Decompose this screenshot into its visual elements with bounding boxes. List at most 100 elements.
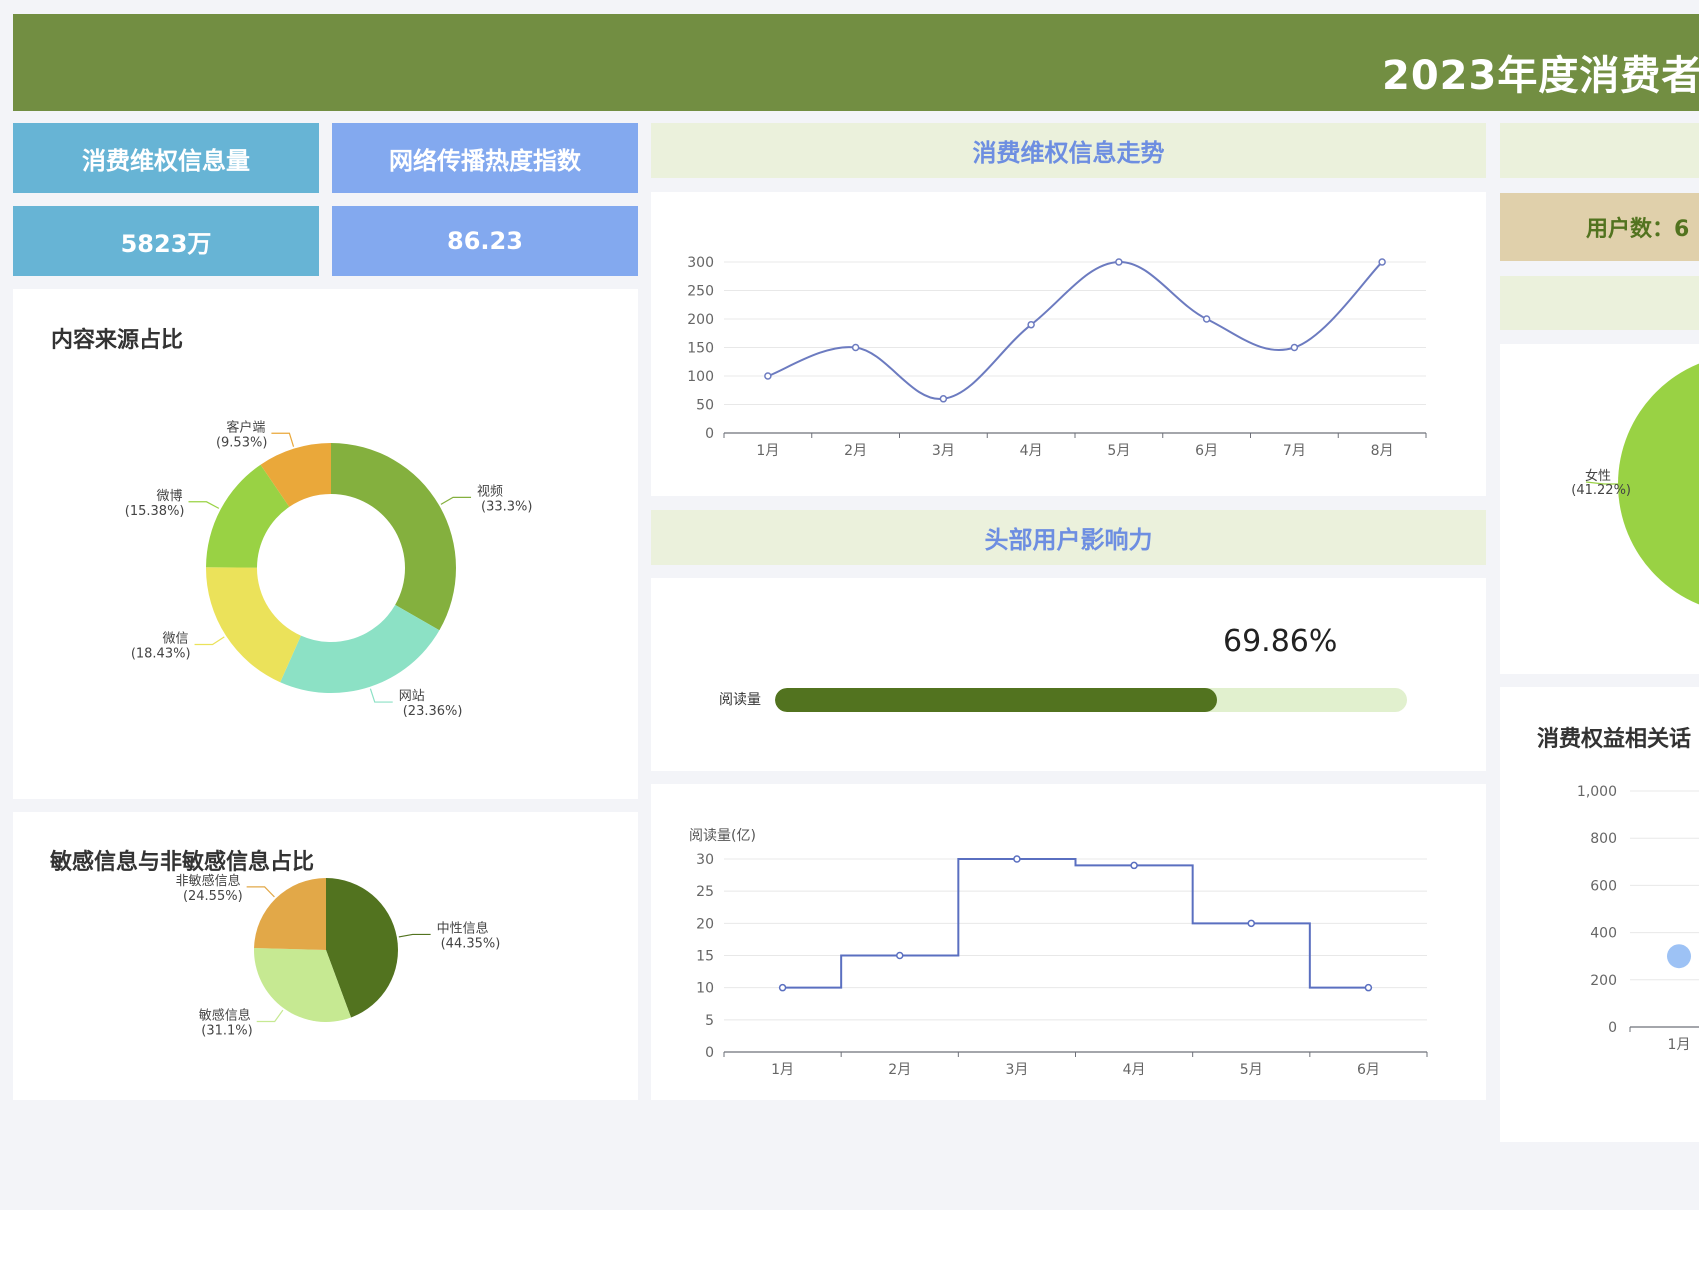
- trend-point[interactable]: [939, 395, 948, 403]
- trend-point[interactable]: [1027, 320, 1035, 329]
- pie-slice[interactable]: [206, 567, 301, 683]
- pie-slice[interactable]: [260, 443, 331, 507]
- trend-point[interactable]: [1115, 258, 1123, 266]
- pie-slice[interactable]: [206, 464, 290, 568]
- y-tick-label: 1,000: [1577, 784, 1617, 800]
- reads-panel: 阅读量(亿) 0 5 10 15 20 25 30 1月 2月 3月 4月 5月 6月: [651, 784, 1486, 1100]
- pie-slice[interactable]: [280, 604, 440, 693]
- pie-label-value: (18.43%): [131, 646, 191, 661]
- reads-point[interactable]: [778, 983, 787, 992]
- sensitive-share-title: 敏感信息与非敏感信息占比: [50, 850, 315, 875]
- source-share-title: 内容来源占比: [51, 328, 184, 353]
- pie-slice[interactable]: [253, 947, 352, 1022]
- pie-label-name: 网站: [399, 689, 425, 704]
- kpi-info-volume-value-text: 5823万: [120, 229, 212, 258]
- kpi-heat-index-label-text: 网络传播热度指数: [389, 146, 581, 175]
- trend-point[interactable]: [764, 372, 772, 380]
- gender-slice-female[interactable]: [1618, 354, 1699, 614]
- pie-label-line: [398, 933, 431, 938]
- kpi-heat-index-value-text: 86.23: [447, 227, 523, 255]
- x-tick-label: 1月: [756, 443, 779, 459]
- trend-panel: 0 50 100 150 200 250 300 1月 2月 3月 4月 5月 6月 7月 8月: [651, 192, 1486, 496]
- gender-label-line: [1585, 481, 1620, 485]
- pie-label-line: [194, 636, 225, 646]
- reads-step-line: [782, 858, 1369, 989]
- y-tick-label: 25: [696, 884, 714, 900]
- influence-progress-track: [775, 688, 1407, 712]
- trend-line: [767, 260, 1383, 400]
- trend-chart: 0 50 100 150 200 250 300 1月 2月 3月 4月 5月 6月 7月 8月: [687, 255, 1427, 459]
- y-tick-label: 30: [696, 852, 714, 868]
- source-share-chart: 视频(33.3%) 网站(23.36%) 微信(18.43%) 微博(15.38%) 客…: [125, 419, 533, 719]
- right-header-strip-2: [1500, 276, 1699, 330]
- trend-point[interactable]: [851, 343, 860, 352]
- pie-label-name: 微博: [156, 489, 182, 504]
- reads-point[interactable]: [896, 951, 904, 960]
- gender-panel: 女性 (41.22%): [1500, 344, 1699, 674]
- x-tick-label: 2月: [844, 443, 867, 459]
- reads-point[interactable]: [1130, 861, 1138, 870]
- reads-point[interactable]: [1247, 919, 1255, 928]
- sensitive-share-panel: 敏感信息与非敏感信息占比 中性信息 (44.35%) 敏感信息 (31.1%) 非敏感信…: [13, 812, 638, 1100]
- kpi-info-volume-value: 5823万: [13, 206, 319, 276]
- user-count-label: 用户数：6: [1586, 217, 1690, 242]
- x-tick-label: 5月: [1240, 1062, 1263, 1078]
- trend-point[interactable]: [1290, 343, 1299, 352]
- trend-point[interactable]: [1202, 315, 1211, 323]
- topics-panel: 消费权益相关话 0 200 400 600 800 1,000 1月: [1500, 687, 1699, 1142]
- y-tick-label: 250: [687, 284, 714, 300]
- pie-slice[interactable]: [254, 878, 326, 950]
- influence-percent: 69.86%: [1223, 624, 1338, 659]
- reads-chart: 阅读量(亿) 0 5 10 15 20 25 30 1月 2月 3月 4月 5月 6月: [689, 827, 1428, 1078]
- pie-slice[interactable]: [331, 443, 457, 631]
- x-tick-label: 6月: [1357, 1062, 1380, 1078]
- topics-point[interactable]: [1667, 944, 1691, 969]
- pie-label-line: [246, 886, 275, 898]
- topics-title: 消费权益相关话: [1537, 727, 1692, 752]
- sensitive-share-chart: 中性信息(44.35%) 敏感信息(31.1%) 非敏感信息(24.55%): [176, 873, 501, 1039]
- y-tick-label: 5: [705, 1013, 714, 1029]
- pie-label-value: (33.3%): [481, 499, 532, 514]
- reads-y-axis-label: 阅读量(亿): [689, 827, 756, 844]
- pie-label-name: 微信: [163, 631, 189, 646]
- x-tick-label: 5月: [1107, 443, 1130, 459]
- reads-point[interactable]: [1013, 855, 1021, 863]
- y-tick-label: 50: [696, 398, 714, 414]
- right-header-strip: [1500, 123, 1699, 178]
- y-tick-label: 0: [1608, 1020, 1617, 1036]
- influence-section-header: 头部用户影响力: [651, 510, 1486, 565]
- source-share-panel: 内容来源占比 视频 (33.3%) 网站 (23.36%) 微信 (18.43%) 微博 (1…: [13, 289, 638, 799]
- pie-label-value: (23.36%): [403, 704, 463, 719]
- kpi-heat-index-label: 网络传播热度指数: [332, 123, 638, 193]
- y-tick-label: 300: [687, 255, 714, 271]
- y-tick-label: 20: [696, 916, 714, 932]
- kpi-info-volume-label-text: 消费维权信息量: [82, 146, 250, 175]
- x-tick-label: 2月: [888, 1062, 911, 1078]
- reads-point[interactable]: [1364, 983, 1373, 992]
- x-tick-label: 6月: [1195, 443, 1218, 459]
- pie-label-value: (9.53%): [216, 435, 267, 450]
- pie-label-value: (15.38%): [125, 504, 185, 519]
- kpi-info-volume-label: 消费维权信息量: [13, 123, 319, 193]
- pie-slice[interactable]: [326, 878, 398, 1018]
- y-tick-label: 0: [705, 426, 714, 442]
- x-tick-label: 3月: [932, 443, 955, 459]
- x-tick-label: 3月: [1005, 1062, 1028, 1078]
- y-tick-label: 15: [696, 949, 714, 965]
- header-bar: [13, 14, 1699, 111]
- kpi-heat-index-value: 86.23: [332, 206, 638, 276]
- gender-label-value: (41.22%): [1571, 483, 1631, 498]
- trend-point[interactable]: [1378, 258, 1386, 266]
- influence-section-title: 头部用户影响力: [984, 526, 1153, 554]
- y-tick-label: 600: [1590, 878, 1617, 894]
- pie-label-value: (31.1%): [201, 1024, 252, 1039]
- y-tick-label: 800: [1590, 831, 1617, 847]
- y-tick-label: 100: [687, 369, 714, 385]
- user-count-card: 用户数：6: [1500, 193, 1699, 261]
- y-tick-label: 10: [696, 981, 714, 997]
- pie-label-value: (24.55%): [183, 889, 243, 904]
- x-tick-label: 1月: [1668, 1037, 1691, 1053]
- pie-label-name: 视频: [477, 484, 503, 499]
- y-tick-label: 400: [1590, 926, 1617, 942]
- x-tick-label: 4月: [1020, 443, 1043, 459]
